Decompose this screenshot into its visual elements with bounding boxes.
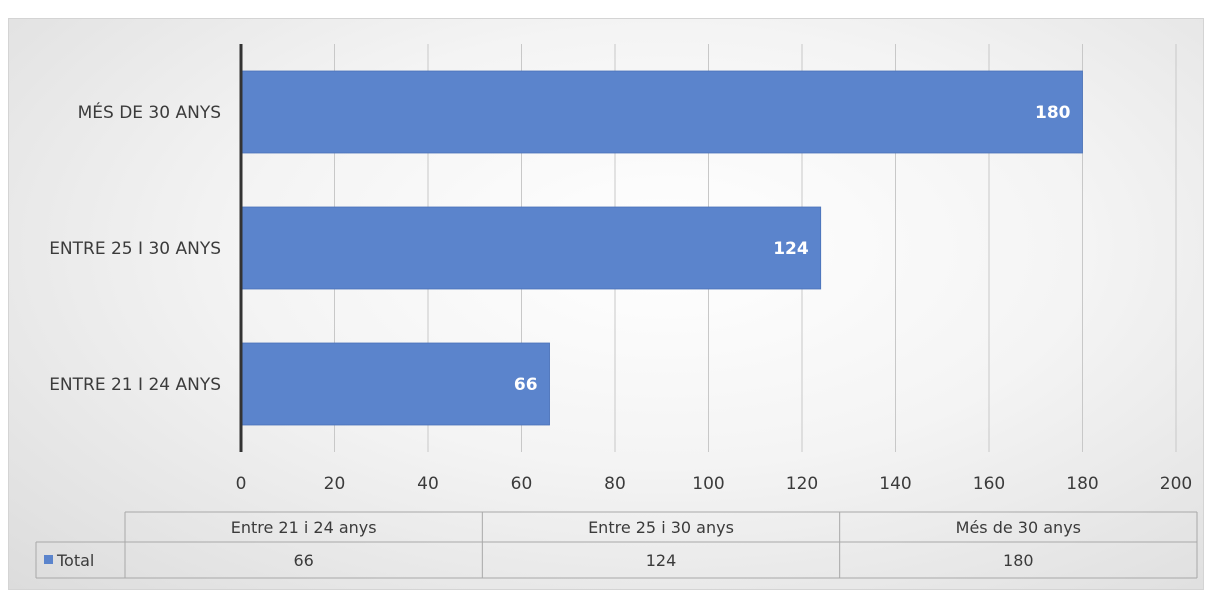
x-tick-label: 160 [973,474,1005,494]
x-tick-label: 80 [604,474,626,494]
bar[interactable] [240,206,822,290]
data-table-header: Entre 25 i 30 anys [588,518,734,537]
bar[interactable] [240,70,1083,154]
chart-area: 0 20 40 60 80 100 120 140 160 180 200 66 ENTRE 21 I … [8,18,1204,590]
data-table-cell: 66 [293,551,313,570]
data-label: 180 [1035,103,1071,123]
category-label: MÉS DE 30 ANYS [78,101,221,123]
category-label: ENTRE 21 I 24 ANYS [49,375,221,395]
x-tick-label: 20 [324,474,346,494]
data-table-row-label: Total [56,551,94,570]
x-tick-label: 60 [511,474,533,494]
legend-key [44,555,53,564]
data-table-cell: 180 [1003,551,1034,570]
x-tick-label: 40 [417,474,439,494]
x-tick-label: 140 [879,474,911,494]
x-tick-label: 120 [786,474,818,494]
data-table-cell: 124 [646,551,677,570]
x-tick-label: 180 [1066,474,1098,494]
x-tick-label: 200 [1160,474,1192,494]
category-label: ENTRE 25 I 30 ANYS [49,239,221,259]
data-label: 66 [514,375,538,395]
data-table-header: Més de 30 anys [956,518,1081,537]
x-tick-label: 100 [692,474,724,494]
bar-chart: 0 20 40 60 80 100 120 140 160 180 200 66 ENTRE 21 I … [35,44,1198,579]
data-table-header: Entre 21 i 24 anys [231,518,377,537]
x-tick-label: 0 [236,474,247,494]
data-label: 124 [773,239,809,259]
bar[interactable] [240,342,550,426]
